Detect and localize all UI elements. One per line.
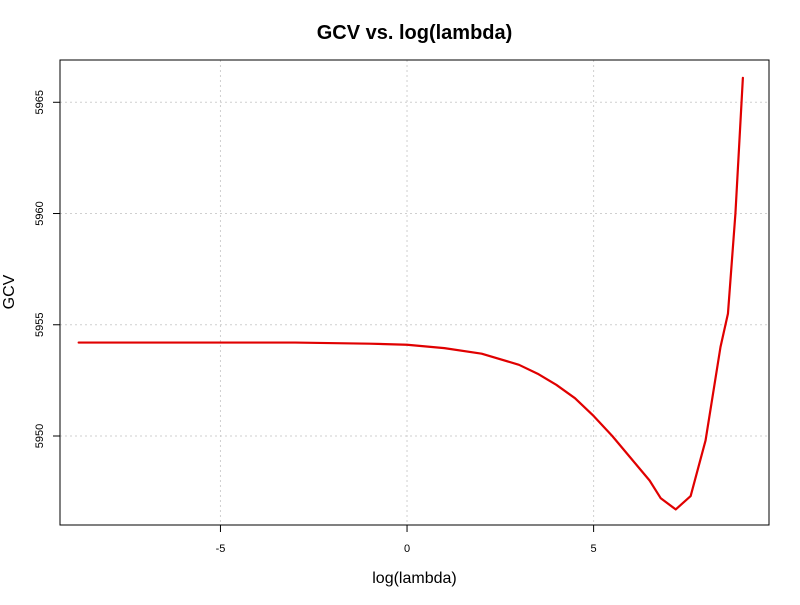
x-tick-label: -5 xyxy=(216,543,226,555)
y-axis-title: GCV xyxy=(1,274,18,309)
y-tick-label: 5965 xyxy=(34,90,46,114)
x-tick-label: 0 xyxy=(404,543,410,555)
gcv-series-line xyxy=(77,76,744,511)
grid-layer xyxy=(60,60,769,525)
series-layer xyxy=(77,76,744,511)
chart-title: GCV vs. log(lambda) xyxy=(317,22,513,44)
x-axis-title: log(lambda) xyxy=(372,570,456,587)
plot-frame xyxy=(59,59,770,526)
y-tick-label: 5960 xyxy=(34,201,46,225)
y-axis: 5950 5955 5960 5965 xyxy=(34,90,60,448)
x-tick-label: 5 xyxy=(591,543,597,555)
x-axis: -5 0 5 xyxy=(216,525,597,555)
y-tick-label: 5950 xyxy=(34,424,46,448)
y-tick-label: 5955 xyxy=(34,313,46,337)
